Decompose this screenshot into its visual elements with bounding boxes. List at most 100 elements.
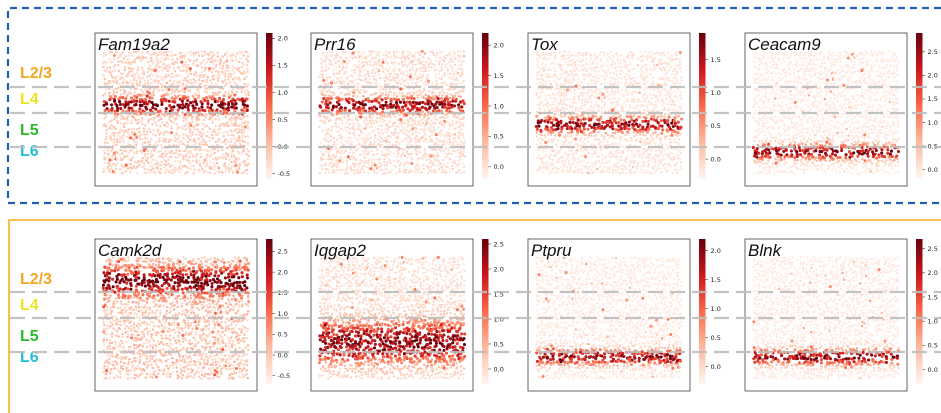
spot xyxy=(546,128,550,132)
spot xyxy=(337,125,340,129)
spot xyxy=(671,158,674,162)
spot xyxy=(214,65,218,68)
spot xyxy=(197,109,201,113)
spot xyxy=(147,119,150,122)
spot xyxy=(338,70,342,73)
spot xyxy=(124,155,127,158)
spot xyxy=(445,109,449,113)
spot xyxy=(345,166,348,169)
spot xyxy=(658,99,662,103)
spot xyxy=(377,96,381,100)
spot xyxy=(218,170,221,174)
spot xyxy=(601,140,604,144)
spot xyxy=(342,151,346,154)
spot xyxy=(178,94,181,97)
spot xyxy=(378,143,381,146)
spot xyxy=(597,131,600,134)
spot xyxy=(377,59,381,63)
spot xyxy=(578,118,583,122)
spot xyxy=(141,143,144,146)
spot xyxy=(666,103,669,106)
spot xyxy=(386,62,389,65)
spot xyxy=(539,129,543,133)
spot xyxy=(423,88,427,92)
spot xyxy=(667,69,670,72)
spot xyxy=(443,91,446,95)
spot xyxy=(380,98,384,102)
spot xyxy=(375,107,379,111)
spot xyxy=(412,97,416,101)
spot xyxy=(630,63,633,66)
spot xyxy=(320,150,323,153)
spot xyxy=(226,106,230,110)
spot xyxy=(366,122,370,125)
spot xyxy=(440,68,444,72)
spot xyxy=(647,171,650,174)
spot xyxy=(346,126,350,129)
spot xyxy=(102,124,106,127)
spot xyxy=(319,141,322,144)
spot xyxy=(677,115,680,118)
spot xyxy=(131,54,134,57)
spot xyxy=(333,75,336,78)
spot xyxy=(373,61,377,64)
spot xyxy=(636,164,639,168)
spot xyxy=(352,132,355,135)
spot xyxy=(559,75,563,79)
spot xyxy=(444,113,447,117)
spot xyxy=(401,139,405,143)
spot xyxy=(407,162,411,165)
spot xyxy=(782,57,785,60)
spot xyxy=(205,84,208,87)
spot xyxy=(614,105,617,109)
spot xyxy=(452,50,455,53)
spot xyxy=(644,111,647,115)
spot xyxy=(546,106,549,109)
spot xyxy=(428,105,432,109)
spot xyxy=(560,127,564,131)
spot xyxy=(555,84,559,87)
spot xyxy=(111,70,114,73)
spot xyxy=(185,83,188,86)
spot xyxy=(426,79,431,83)
spot xyxy=(462,87,465,91)
spot xyxy=(140,66,144,70)
spot xyxy=(672,119,676,123)
spot xyxy=(145,75,149,79)
spot xyxy=(414,63,417,67)
spot xyxy=(362,60,366,63)
spot xyxy=(763,53,766,57)
spot xyxy=(144,82,147,86)
spot xyxy=(164,150,167,153)
spot xyxy=(406,140,409,143)
spot xyxy=(382,71,385,75)
spot xyxy=(453,63,457,66)
spot xyxy=(557,87,560,90)
spot xyxy=(591,114,595,118)
spot xyxy=(203,99,207,103)
spot xyxy=(590,57,593,60)
spot xyxy=(115,91,119,94)
spot xyxy=(359,168,362,171)
spot xyxy=(583,167,587,170)
spot xyxy=(827,58,831,61)
spot xyxy=(116,138,119,141)
spot xyxy=(460,60,463,63)
spot xyxy=(181,127,184,130)
spot xyxy=(228,66,231,69)
spot xyxy=(614,152,618,155)
spot xyxy=(636,82,639,85)
spot xyxy=(165,64,168,68)
spot xyxy=(413,52,416,55)
spot xyxy=(551,163,554,166)
spot xyxy=(676,57,679,60)
spot xyxy=(406,82,409,85)
spot xyxy=(186,136,190,140)
spot xyxy=(375,82,378,86)
spot xyxy=(135,146,138,149)
spot xyxy=(221,106,225,110)
spot xyxy=(186,99,190,103)
spot xyxy=(348,118,352,121)
spot xyxy=(139,161,143,164)
spot xyxy=(186,115,189,118)
